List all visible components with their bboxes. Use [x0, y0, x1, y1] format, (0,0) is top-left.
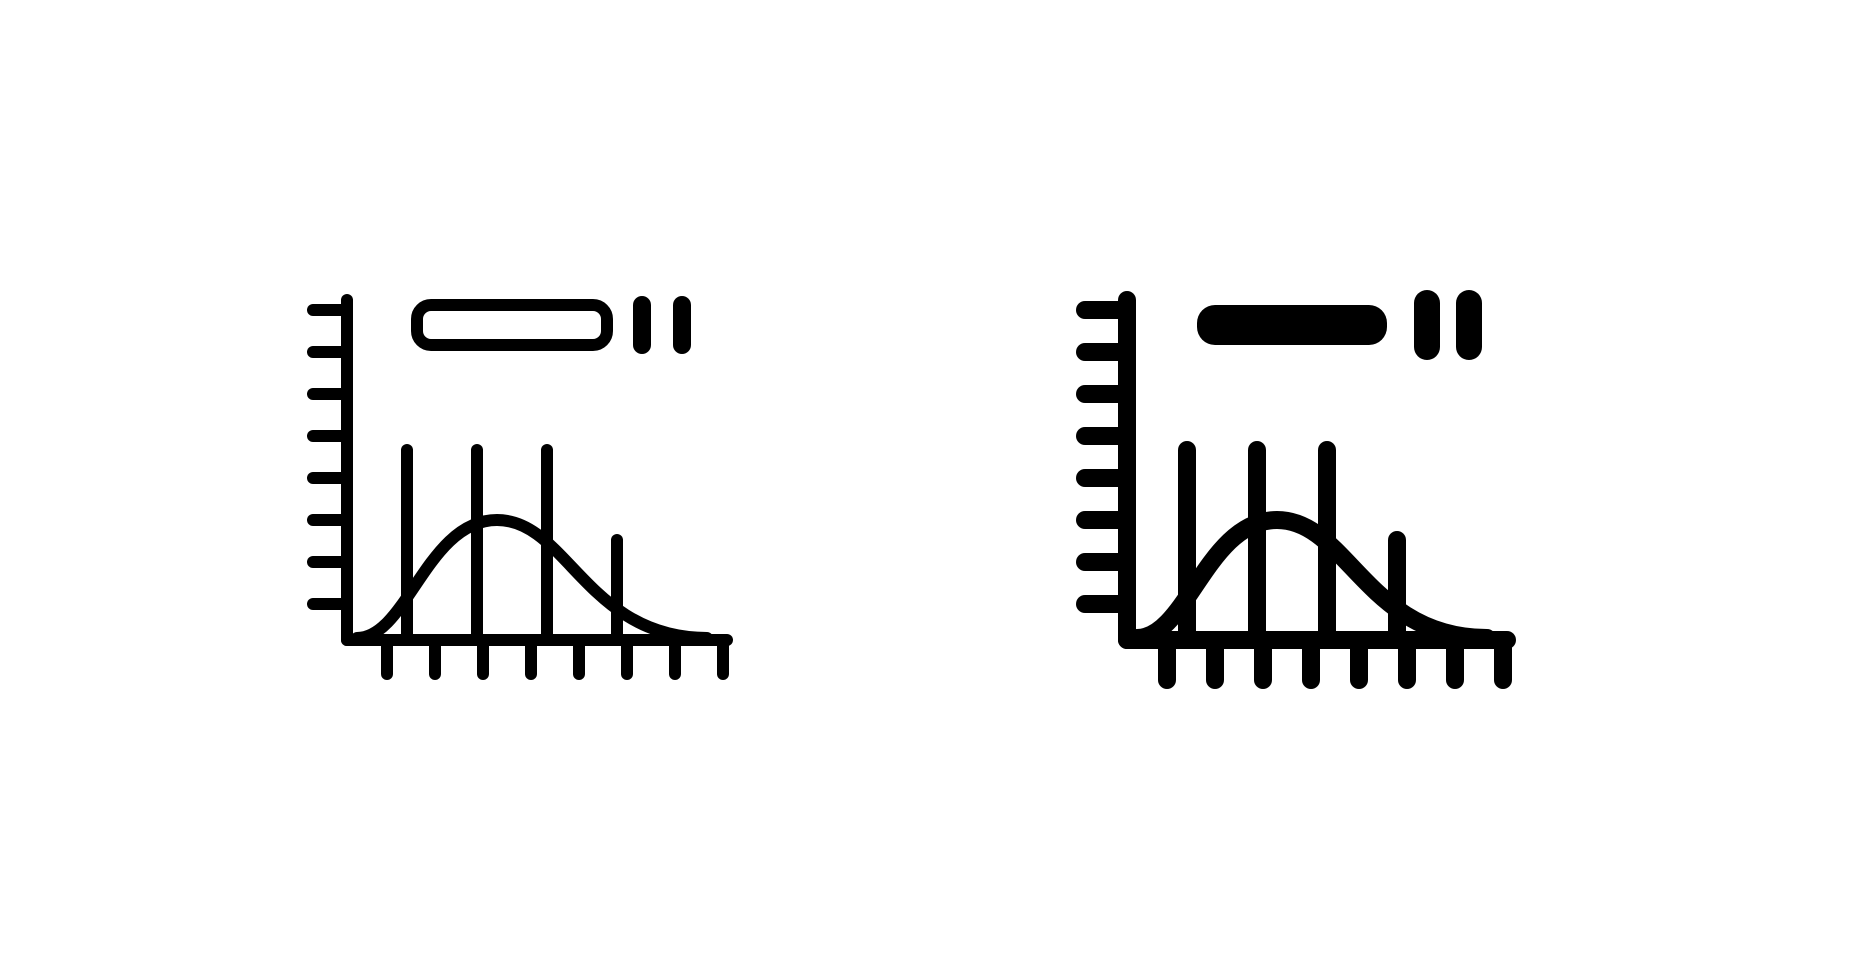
distribution-chart-bold-icon	[1067, 240, 1567, 740]
distribution-chart-outline-icon	[287, 240, 787, 740]
